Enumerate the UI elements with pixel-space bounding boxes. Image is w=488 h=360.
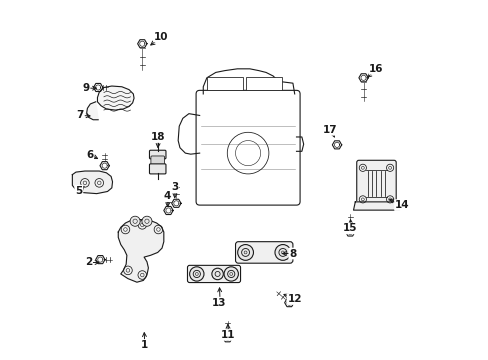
Text: 11: 11	[220, 330, 234, 340]
Polygon shape	[86, 102, 98, 120]
Text: 2: 2	[85, 257, 92, 267]
Text: 15: 15	[343, 224, 357, 233]
Polygon shape	[163, 206, 173, 215]
Polygon shape	[358, 74, 367, 82]
Text: 4: 4	[163, 191, 171, 201]
Polygon shape	[93, 84, 102, 91]
Polygon shape	[223, 334, 232, 342]
Polygon shape	[137, 40, 147, 48]
Circle shape	[274, 244, 290, 260]
Text: 14: 14	[394, 200, 409, 210]
Circle shape	[130, 216, 140, 226]
Text: 18: 18	[150, 132, 164, 142]
Polygon shape	[97, 86, 134, 110]
Circle shape	[224, 267, 238, 281]
Text: 10: 10	[154, 32, 168, 41]
Polygon shape	[345, 228, 354, 236]
Polygon shape	[284, 298, 293, 307]
Text: 8: 8	[289, 248, 296, 258]
FancyBboxPatch shape	[151, 156, 164, 167]
Polygon shape	[96, 256, 105, 264]
Circle shape	[142, 216, 152, 226]
Polygon shape	[171, 199, 181, 207]
Text: 9: 9	[82, 83, 89, 93]
FancyBboxPatch shape	[356, 160, 395, 207]
FancyBboxPatch shape	[149, 150, 165, 159]
Polygon shape	[353, 202, 399, 210]
Text: 12: 12	[287, 294, 301, 304]
Bar	[246, 77, 282, 90]
Text: 17: 17	[323, 125, 337, 135]
FancyBboxPatch shape	[187, 265, 240, 283]
Polygon shape	[332, 141, 341, 149]
Bar	[206, 77, 242, 90]
Text: 3: 3	[171, 182, 178, 192]
Circle shape	[211, 268, 223, 280]
Text: 1: 1	[140, 340, 147, 350]
Text: 16: 16	[368, 64, 383, 74]
Text: 5: 5	[75, 186, 82, 196]
FancyBboxPatch shape	[149, 164, 165, 174]
Circle shape	[189, 267, 203, 281]
Polygon shape	[118, 220, 163, 282]
Circle shape	[237, 244, 253, 260]
Text: 13: 13	[212, 298, 226, 308]
Text: 7: 7	[77, 111, 84, 121]
Polygon shape	[100, 162, 109, 170]
FancyBboxPatch shape	[196, 90, 300, 205]
Text: 6: 6	[86, 150, 93, 160]
FancyBboxPatch shape	[235, 242, 292, 263]
Polygon shape	[72, 171, 112, 194]
